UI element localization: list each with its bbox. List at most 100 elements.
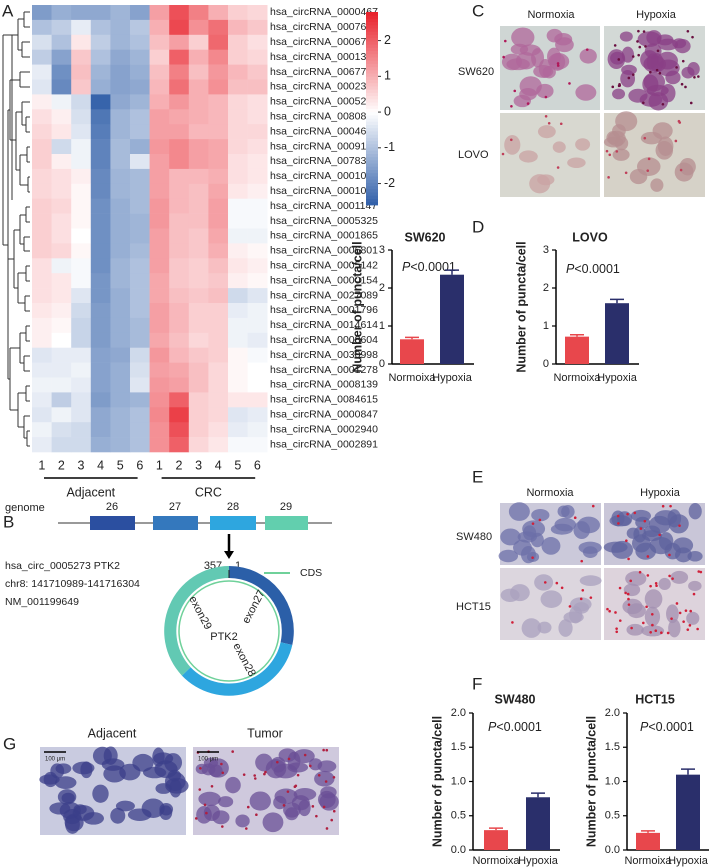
puncta xyxy=(605,149,609,153)
heatmap-cell xyxy=(169,377,190,393)
ring-end: 1 xyxy=(235,560,241,572)
heatmap-cell xyxy=(188,109,209,125)
puncta xyxy=(242,773,246,776)
cell xyxy=(579,575,602,586)
heatmap-cell xyxy=(90,5,111,21)
column-label: Hypoxia xyxy=(640,487,681,499)
x-tick-label: Hypoxia xyxy=(597,372,638,384)
heatmap-cell xyxy=(71,19,92,36)
p-symbol: P xyxy=(640,720,649,734)
heatmap-cell xyxy=(32,377,52,393)
heatmap-cell xyxy=(110,64,131,80)
puncta xyxy=(580,559,584,563)
puncta xyxy=(654,582,658,585)
cell xyxy=(196,806,212,824)
heatmap-cell xyxy=(208,347,229,363)
cell xyxy=(667,509,682,528)
cell xyxy=(540,590,563,608)
y-tick-label: 0.5 xyxy=(605,810,620,822)
heatmap-cell xyxy=(188,362,209,378)
heatmap-cell xyxy=(169,124,190,140)
panel-letter: E xyxy=(472,467,483,486)
heatmap-cell xyxy=(169,362,190,378)
cell xyxy=(668,619,681,638)
puncta xyxy=(617,58,621,61)
colorbar-step xyxy=(366,111,378,116)
cell xyxy=(218,796,234,808)
y-tick-label: 3 xyxy=(543,244,549,256)
colorbar-step xyxy=(366,143,378,148)
puncta xyxy=(645,605,648,609)
row-label: hsa_circRNA_0006732 xyxy=(270,36,378,48)
puncta xyxy=(324,780,328,783)
row-label: hsa_circRNA_0000154 xyxy=(270,274,378,286)
heatmap-cell xyxy=(228,407,248,423)
colorbar-step xyxy=(366,21,378,26)
row-label: hsa_circRNA_0008139 xyxy=(270,379,378,391)
chart-title: LOVO xyxy=(572,230,608,244)
heatmap-cell xyxy=(188,139,209,155)
puncta xyxy=(501,152,505,156)
colorbar-step xyxy=(366,118,378,122)
row-label: HCT15 xyxy=(456,601,491,613)
cell xyxy=(688,580,702,592)
x-tick-label: Hypoxia xyxy=(668,855,709,867)
cell xyxy=(655,141,674,160)
colorbar-step xyxy=(366,50,378,55)
puncta xyxy=(689,101,693,105)
heatmap-cell xyxy=(130,347,150,363)
puncta xyxy=(502,55,505,59)
puncta xyxy=(655,584,658,588)
exon-number: 27 xyxy=(169,501,181,513)
heatmap-cell xyxy=(130,228,150,244)
cell xyxy=(167,769,182,782)
heatmap-cell xyxy=(188,49,209,65)
heatmap-cell xyxy=(51,422,72,438)
colorbar-step xyxy=(366,69,378,74)
puncta xyxy=(666,631,670,635)
heatmap-cell xyxy=(51,347,72,363)
colorbar-step xyxy=(366,57,378,61)
cell xyxy=(640,131,663,145)
puncta xyxy=(526,102,530,105)
heatmap-cell xyxy=(149,228,170,244)
heatmap-cell xyxy=(130,288,150,304)
row-label: hsa_circRNA_0001147 xyxy=(270,200,377,212)
heatmap-cell xyxy=(51,258,72,274)
cell xyxy=(110,807,126,824)
puncta xyxy=(656,49,660,53)
heatmap-cell xyxy=(188,168,209,185)
heatmap-cell xyxy=(32,168,52,185)
heatmap-cell xyxy=(71,288,92,304)
heatmap-cell xyxy=(32,213,52,229)
heatmap-cell xyxy=(149,347,170,363)
puncta xyxy=(688,624,692,627)
cell xyxy=(687,550,703,562)
scale-label: 100 μm xyxy=(45,757,65,763)
heatmap-cell xyxy=(32,317,52,334)
heatmap-cell xyxy=(188,377,209,393)
heatmap-cell xyxy=(32,64,52,80)
puncta xyxy=(681,59,685,63)
heatmap-cell xyxy=(228,422,248,438)
cell xyxy=(521,618,542,638)
puncta xyxy=(691,35,694,39)
puncta xyxy=(615,150,619,153)
heatmap-cell xyxy=(51,168,72,185)
puncta xyxy=(642,621,645,625)
cell xyxy=(609,515,632,527)
heatmap-cell xyxy=(169,213,190,229)
heatmap-cell xyxy=(51,288,72,304)
y-axis-label: Number of puncta/cell xyxy=(350,241,364,372)
heatmap-cell xyxy=(110,124,131,140)
puncta xyxy=(556,62,560,65)
row-label: hsa_circRNA_0027089 xyxy=(270,289,378,301)
heatmap-cell xyxy=(90,303,111,319)
y-tick-label: 2.0 xyxy=(605,707,620,719)
cell xyxy=(612,148,630,161)
cell xyxy=(169,778,182,798)
ring-label: exon28 xyxy=(230,641,258,679)
heatmap-cell xyxy=(32,34,52,50)
colorbar-step xyxy=(366,98,378,103)
puncta xyxy=(568,82,571,85)
